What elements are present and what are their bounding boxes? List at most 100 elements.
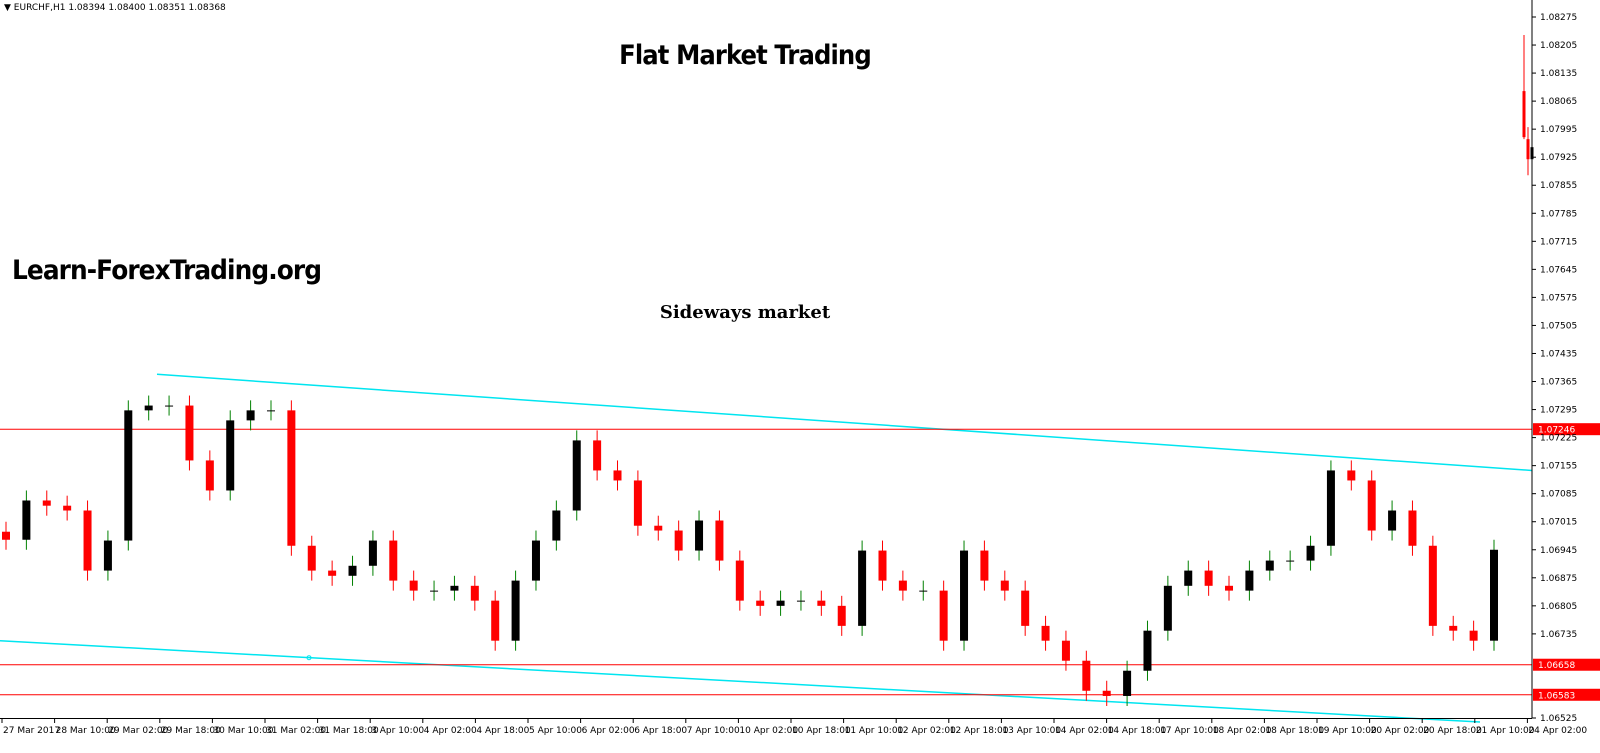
bear-candle[interactable] bbox=[328, 570, 337, 576]
bull-candle[interactable] bbox=[1388, 510, 1397, 531]
x-tick-label: 7 Apr 10:00 bbox=[687, 726, 740, 736]
y-tick-label: 1.07855 bbox=[1540, 181, 1577, 191]
bull-candle[interactable] bbox=[22, 500, 31, 540]
bull-candle[interactable] bbox=[368, 540, 377, 566]
x-tick-label: 27 Mar 2017 bbox=[3, 726, 60, 736]
bear-candle[interactable] bbox=[83, 510, 92, 571]
bull-candle[interactable] bbox=[430, 590, 439, 592]
bull-candle[interactable] bbox=[144, 405, 153, 411]
bear-candle[interactable] bbox=[1469, 630, 1478, 641]
bear-candle[interactable] bbox=[1526, 139, 1530, 160]
bull-candle[interactable] bbox=[796, 600, 805, 602]
y-tick-label: 1.07925 bbox=[1540, 153, 1577, 163]
bull-candle[interactable] bbox=[1490, 549, 1498, 641]
bear-candle[interactable] bbox=[837, 605, 846, 626]
bear-candle[interactable] bbox=[185, 405, 194, 461]
x-tick-label: 30 Mar 10:00 bbox=[213, 726, 273, 736]
trendline[interactable] bbox=[0, 639, 1481, 723]
bear-candle[interactable] bbox=[939, 590, 948, 641]
bear-candle[interactable] bbox=[1347, 470, 1356, 481]
x-tick-label: 10 Apr 18:00 bbox=[792, 726, 851, 736]
bear-candle[interactable] bbox=[1000, 580, 1009, 591]
bear-candle[interactable] bbox=[756, 600, 765, 606]
bull-candle[interactable] bbox=[572, 440, 581, 511]
bull-candle[interactable] bbox=[450, 585, 459, 591]
bear-candle[interactable] bbox=[1522, 91, 1526, 138]
x-tick-label: 19 Apr 10:00 bbox=[1318, 726, 1377, 736]
chart-title: Flat Market Trading bbox=[619, 40, 872, 71]
bull-candle[interactable] bbox=[1245, 570, 1254, 591]
bear-candle[interactable] bbox=[2, 531, 10, 540]
y-tick-label: 1.08065 bbox=[1540, 97, 1577, 107]
bull-candle[interactable] bbox=[960, 550, 969, 641]
bear-candle[interactable] bbox=[1225, 585, 1234, 591]
bull-candle[interactable] bbox=[165, 405, 174, 407]
bear-candle[interactable] bbox=[470, 585, 479, 601]
bear-candle[interactable] bbox=[205, 460, 214, 491]
bull-candle[interactable] bbox=[1326, 470, 1335, 546]
bull-candle[interactable] bbox=[695, 520, 704, 551]
bull-candle[interactable] bbox=[1306, 545, 1315, 561]
bear-candle[interactable] bbox=[735, 560, 744, 601]
bull-candle[interactable] bbox=[1265, 560, 1274, 571]
bear-candle[interactable] bbox=[1367, 480, 1376, 531]
bull-candle[interactable] bbox=[511, 580, 520, 641]
bull-candle[interactable] bbox=[1163, 585, 1172, 631]
trendline-anchor[interactable] bbox=[306, 655, 312, 661]
bear-candle[interactable] bbox=[389, 540, 398, 581]
bear-candle[interactable] bbox=[1428, 545, 1437, 626]
bull-candle[interactable] bbox=[919, 590, 928, 592]
bear-candle[interactable] bbox=[1408, 510, 1417, 546]
level-price-label: 1.07246 bbox=[1538, 426, 1575, 436]
x-tick-label: 18 Apr 18:00 bbox=[1265, 726, 1324, 736]
bull-candle[interactable] bbox=[226, 420, 235, 491]
bear-candle[interactable] bbox=[63, 505, 72, 511]
y-tick-label: 1.06945 bbox=[1540, 546, 1577, 556]
bear-candle[interactable] bbox=[817, 600, 826, 606]
bull-candle[interactable] bbox=[103, 540, 112, 571]
triangle-down-icon[interactable]: ▼ bbox=[4, 3, 11, 13]
y-tick-label: 1.07155 bbox=[1540, 462, 1577, 472]
bear-candle[interactable] bbox=[1021, 590, 1030, 626]
bear-candle[interactable] bbox=[1204, 570, 1213, 586]
bear-candle[interactable] bbox=[674, 530, 683, 551]
bear-candle[interactable] bbox=[715, 520, 724, 561]
x-tick-label: 5 Apr 10:00 bbox=[529, 726, 582, 736]
bear-candle[interactable] bbox=[1102, 690, 1111, 696]
bear-candle[interactable] bbox=[307, 545, 316, 571]
bear-candle[interactable] bbox=[898, 580, 907, 591]
bear-candle[interactable] bbox=[654, 525, 663, 531]
bull-candle[interactable] bbox=[246, 410, 255, 421]
bull-candle[interactable] bbox=[1123, 670, 1132, 696]
bull-candle[interactable] bbox=[776, 600, 785, 606]
bear-candle[interactable] bbox=[1082, 660, 1091, 691]
bull-candle[interactable] bbox=[1184, 570, 1193, 586]
bear-candle[interactable] bbox=[491, 600, 500, 641]
bear-candle[interactable] bbox=[980, 550, 989, 581]
bull-candle[interactable] bbox=[124, 410, 133, 541]
bear-candle[interactable] bbox=[409, 580, 418, 591]
y-tick-label: 1.07085 bbox=[1540, 490, 1577, 500]
bear-candle[interactable] bbox=[1449, 625, 1458, 631]
trendline[interactable] bbox=[156, 373, 1533, 472]
bear-candle[interactable] bbox=[287, 410, 296, 546]
bear-candle[interactable] bbox=[633, 480, 642, 526]
bull-candle[interactable] bbox=[858, 550, 867, 626]
chart-subtitle: Sideways market bbox=[659, 302, 831, 323]
bear-candle[interactable] bbox=[593, 440, 602, 471]
bull-candle[interactable] bbox=[531, 540, 540, 581]
bull-candle[interactable] bbox=[348, 565, 357, 576]
bull-candle[interactable] bbox=[552, 510, 561, 541]
bear-candle[interactable] bbox=[1061, 640, 1070, 661]
x-tick-label: 6 Apr 02:00 bbox=[582, 726, 635, 736]
bear-candle[interactable] bbox=[42, 500, 51, 506]
x-tick-label: 17 Apr 10:00 bbox=[1160, 726, 1219, 736]
bear-candle[interactable] bbox=[878, 550, 887, 581]
bear-candle[interactable] bbox=[613, 470, 622, 481]
bear-candle[interactable] bbox=[1041, 625, 1050, 641]
bull-candle[interactable] bbox=[1286, 560, 1295, 562]
x-tick-label: 4 Apr 18:00 bbox=[476, 726, 529, 736]
bull-candle[interactable] bbox=[266, 410, 275, 412]
bull-candle[interactable] bbox=[1143, 630, 1152, 671]
